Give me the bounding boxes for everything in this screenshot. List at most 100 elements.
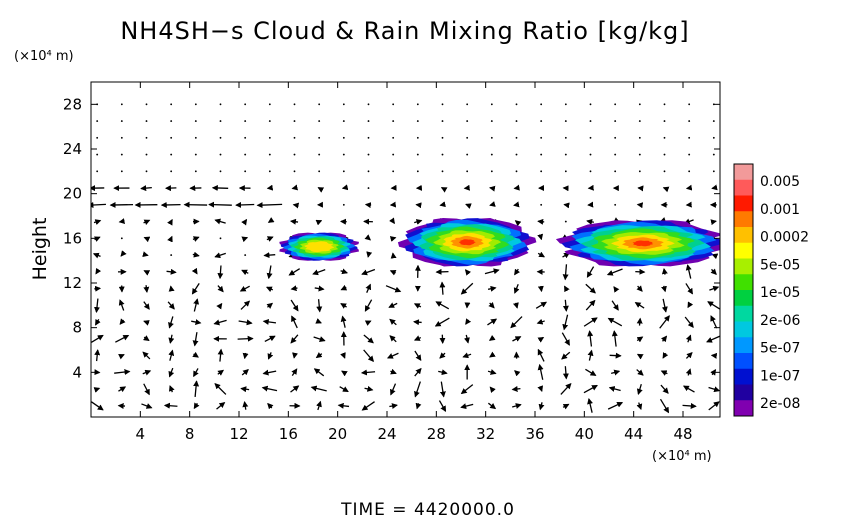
wind-vector — [143, 383, 150, 396]
colorbar-swatch — [734, 195, 753, 212]
colorbar-swatch — [734, 384, 753, 401]
wind-vector — [340, 268, 349, 275]
wind-vector-dot — [367, 187, 370, 189]
wind-vector-dot — [392, 153, 395, 156]
wind-vector — [364, 202, 372, 209]
wind-vector-dot — [145, 103, 148, 106]
wind-vector-dot — [589, 136, 592, 139]
wind-vector-dot — [663, 136, 666, 139]
wind-vector — [262, 318, 277, 325]
wind-vector — [710, 369, 717, 376]
x-unit-label: (×10⁴ m) — [652, 449, 712, 464]
wind-vector-dot — [293, 153, 296, 156]
wind-vector — [364, 320, 372, 326]
wind-vector — [439, 352, 446, 359]
wind-vector — [610, 369, 621, 376]
colorbar-label: 0.005 — [760, 174, 800, 190]
wind-vector — [682, 402, 697, 409]
wind-vector — [142, 351, 151, 360]
wind-vector — [685, 368, 692, 376]
wind-vector — [166, 268, 177, 275]
wind-vector — [708, 401, 720, 411]
wind-vector-dot — [120, 237, 123, 240]
cloud-contour — [632, 240, 654, 247]
wind-vector — [562, 299, 569, 312]
x-tick-label: 44 — [624, 425, 643, 443]
wind-vector-dot — [145, 120, 148, 122]
wind-vector — [94, 236, 101, 242]
wind-vector — [513, 284, 520, 294]
wind-vector — [214, 218, 226, 225]
wind-vector — [661, 268, 668, 275]
wind-vector-dot — [638, 153, 641, 156]
y-unit-label: (×10⁴ m) — [14, 49, 74, 64]
wind-vector — [607, 317, 623, 327]
time-label: TIME = 4420000.0 — [340, 500, 515, 519]
wind-vector — [290, 299, 299, 312]
wind-vector-dot — [416, 103, 419, 106]
wind-vector — [464, 269, 472, 276]
wind-vector — [537, 285, 544, 293]
wind-vector-dot — [441, 120, 444, 122]
wind-vector-dot — [466, 170, 469, 173]
wind-vector — [217, 369, 225, 376]
wind-vector — [143, 270, 151, 276]
wind-vector-dot — [490, 120, 493, 122]
wind-vector-dot — [540, 136, 543, 139]
wind-vector-dot — [170, 153, 173, 156]
wind-vector-dot — [219, 136, 222, 139]
wind-vector — [312, 268, 326, 276]
wind-vector — [537, 336, 545, 343]
wind-vector — [487, 402, 497, 410]
wind-vector-dot — [367, 153, 370, 156]
wind-vector-dot — [170, 170, 173, 173]
wind-vector-dot — [589, 103, 592, 106]
wind-vector-dot — [293, 136, 296, 139]
wind-vector — [489, 386, 496, 393]
wind-vector-dot — [145, 153, 148, 156]
wind-vector-dot — [120, 136, 123, 139]
wind-vector — [143, 301, 150, 310]
wind-vector-dot — [688, 103, 691, 106]
wind-vector — [659, 398, 670, 414]
wind-vector — [95, 267, 102, 275]
wind-vector — [636, 317, 643, 326]
wind-vector — [465, 318, 472, 325]
wind-vector-dot — [194, 120, 197, 122]
wind-vector — [687, 301, 694, 309]
wind-vector — [514, 220, 522, 227]
wind-vector — [114, 369, 131, 376]
colorbar-label: 1e-05 — [760, 285, 800, 301]
wind-vector-dot — [293, 103, 296, 106]
wind-vector-dot — [663, 170, 666, 173]
wind-vector — [389, 236, 397, 242]
wind-vector — [434, 317, 450, 327]
wind-vector — [413, 319, 422, 326]
colorbar-label: 5e-07 — [760, 341, 800, 357]
wind-vector — [585, 299, 596, 311]
wind-vector — [685, 283, 693, 295]
wind-vector — [264, 335, 276, 343]
wind-vector — [685, 184, 693, 191]
x-tick-label: 40 — [575, 425, 594, 443]
wind-vector — [340, 284, 348, 291]
wind-vector — [238, 319, 253, 326]
wind-vector — [241, 218, 248, 226]
wind-vector — [242, 401, 249, 410]
colorbar-swatch — [734, 179, 753, 196]
wind-vector-dot — [392, 120, 395, 122]
wind-vector — [438, 369, 448, 376]
wind-vector — [266, 184, 274, 191]
wind-vector-dot — [490, 103, 493, 106]
wind-vector-dot — [614, 203, 617, 206]
wind-vector — [193, 298, 200, 312]
wind-vector — [364, 385, 374, 392]
wind-vector — [118, 386, 127, 393]
wind-vector-dot — [515, 153, 518, 156]
wind-vector — [561, 351, 571, 360]
x-tick-label: 8 — [185, 425, 195, 443]
wind-vector-dot — [589, 153, 592, 156]
wind-vector-dot — [515, 120, 518, 122]
wind-vector — [488, 301, 495, 309]
wind-vector-dot — [441, 103, 444, 106]
